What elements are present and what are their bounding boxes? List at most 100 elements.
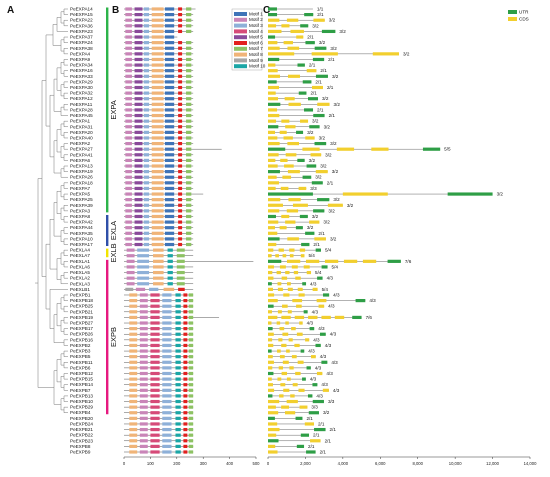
exon-box [268, 147, 286, 151]
motif-box [178, 192, 183, 196]
legend-label: Motif 3 [249, 23, 263, 28]
motif-box [134, 80, 143, 84]
gene-name: PeEXPA3 [70, 208, 91, 213]
motif-box [134, 85, 143, 90]
gene-name: PeEXPB2 [70, 343, 91, 348]
exon-box [268, 304, 274, 308]
motif-box [139, 310, 148, 314]
motif-box [164, 69, 175, 73]
motif-box [178, 119, 183, 123]
motif-box [162, 321, 172, 325]
legend-label: Motif 8 [249, 52, 263, 57]
motif-box [151, 136, 164, 140]
motif-box [134, 203, 143, 207]
motif-box [150, 371, 160, 376]
gene-name: PeEXPA10 [70, 236, 93, 241]
exon-box [311, 181, 323, 185]
motif-box [125, 226, 132, 230]
exon-box [315, 343, 321, 348]
motif-box [178, 91, 183, 95]
motif-box [178, 97, 183, 101]
motif-box [125, 237, 132, 241]
exon-box [287, 310, 292, 314]
exon-box [268, 220, 279, 224]
motif-box [134, 164, 143, 168]
motif-box [186, 181, 192, 185]
motif-box [188, 416, 194, 420]
exon-box [268, 371, 274, 376]
motif-box [186, 226, 192, 230]
exon-box [387, 259, 401, 263]
gene-name: PeEXLA1 [70, 259, 90, 264]
gene-name: PeEXLA7 [70, 253, 90, 258]
motif-box [162, 427, 172, 432]
motif-box [151, 29, 164, 34]
motif-box [178, 203, 183, 207]
motif-box [188, 360, 194, 364]
motif-box [143, 141, 150, 146]
motif-box [186, 186, 192, 191]
motif-box [134, 175, 143, 179]
exon-intron-ratio: 5/4 [308, 253, 315, 258]
exon-box [298, 91, 307, 95]
exon-box [268, 310, 272, 314]
motif-box [162, 399, 172, 404]
motif-box [178, 85, 183, 90]
gene-name: PeEXPA18 [70, 180, 93, 185]
exon-intron-ratio: 2/1 [328, 57, 335, 62]
exon-intron-ratio: 2/1 [309, 63, 316, 68]
motif-box [183, 349, 188, 353]
exon-intron-ratio: 2/1 [320, 450, 327, 455]
motif-box [178, 181, 183, 185]
motif-box [139, 399, 148, 404]
motif-box [151, 214, 164, 219]
gene-name: PeEXPA11 [70, 102, 93, 107]
exon-box [286, 349, 290, 353]
motif-box [186, 136, 192, 140]
exon-box [321, 265, 328, 269]
motif-box [129, 360, 138, 364]
motif-box [125, 147, 132, 151]
exon-intron-ratio: 2/1 [318, 231, 325, 236]
gene-name: PeEXPB24 [70, 421, 93, 426]
exon-box [306, 366, 311, 370]
exon-box [295, 276, 301, 280]
motif-box [143, 7, 150, 11]
motif-box [178, 113, 183, 118]
motif-box [137, 265, 150, 269]
axis-tick-label: 10,000 [449, 461, 462, 466]
motif-box [151, 63, 164, 67]
exon-intron-ratio: 2/1 [308, 444, 315, 449]
motif-box [129, 343, 138, 348]
motif-box [186, 29, 192, 34]
motif-box [129, 332, 138, 336]
gene-name: PeEXPB21 [70, 427, 93, 432]
motif-box [125, 125, 132, 129]
motif-box [164, 158, 175, 163]
motif-box [151, 119, 164, 123]
exon-intron-ratio: 3/2 [325, 152, 332, 157]
exon-box [296, 332, 303, 336]
motif-box [143, 175, 150, 179]
motif-box [151, 108, 164, 112]
exon-box [305, 338, 310, 342]
motif-box [164, 125, 175, 129]
motif-box [162, 444, 172, 448]
motif-box [129, 293, 138, 297]
motif-box [125, 231, 132, 235]
exon-box [287, 287, 293, 291]
motif-box [178, 13, 183, 17]
exon-intron-ratio: 4/3 [315, 365, 322, 370]
exon-box [268, 298, 278, 303]
motif-box [125, 85, 132, 90]
motif-box [143, 24, 150, 28]
gene-name: PeEXPB3 [70, 349, 91, 354]
motif-box [143, 18, 150, 22]
motif-box [186, 46, 192, 50]
motif-box [139, 377, 148, 381]
exon-box [268, 388, 275, 392]
motif-box [188, 422, 194, 426]
motif-box [164, 41, 175, 45]
legend-label: Motif 9 [249, 58, 263, 63]
exon-box [371, 147, 389, 151]
